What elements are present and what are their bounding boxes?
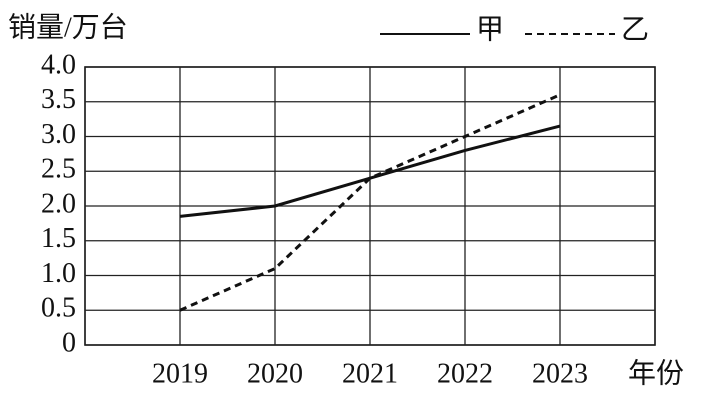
y-tick-label: 3.0 (41, 119, 76, 150)
x-tick-label: 2022 (437, 358, 493, 389)
y-tick-label: 3.5 (41, 84, 76, 115)
x-tick-label: 2021 (342, 358, 398, 389)
y-tick-label: 2.0 (41, 188, 76, 219)
legend-label: 乙 (621, 14, 649, 45)
y-tick-label: 0 (62, 327, 76, 358)
x-axis-label: 年份 (628, 357, 684, 389)
y-tick-label: 2.5 (41, 154, 76, 185)
series-line (179, 93, 561, 312)
x-tick-label: 2023 (532, 358, 588, 389)
y-tick-label: 0.5 (41, 293, 76, 324)
x-tick-label: 2020 (247, 358, 303, 389)
x-tick-label: 2019 (152, 358, 208, 389)
y-tick-label: 1.5 (41, 223, 76, 254)
y-tick-label: 1.0 (41, 258, 76, 289)
legend-label: 甲 (476, 14, 504, 45)
y-axis-label: 销量/万台 (8, 11, 128, 43)
y-tick-label: 4.0 (41, 49, 76, 80)
